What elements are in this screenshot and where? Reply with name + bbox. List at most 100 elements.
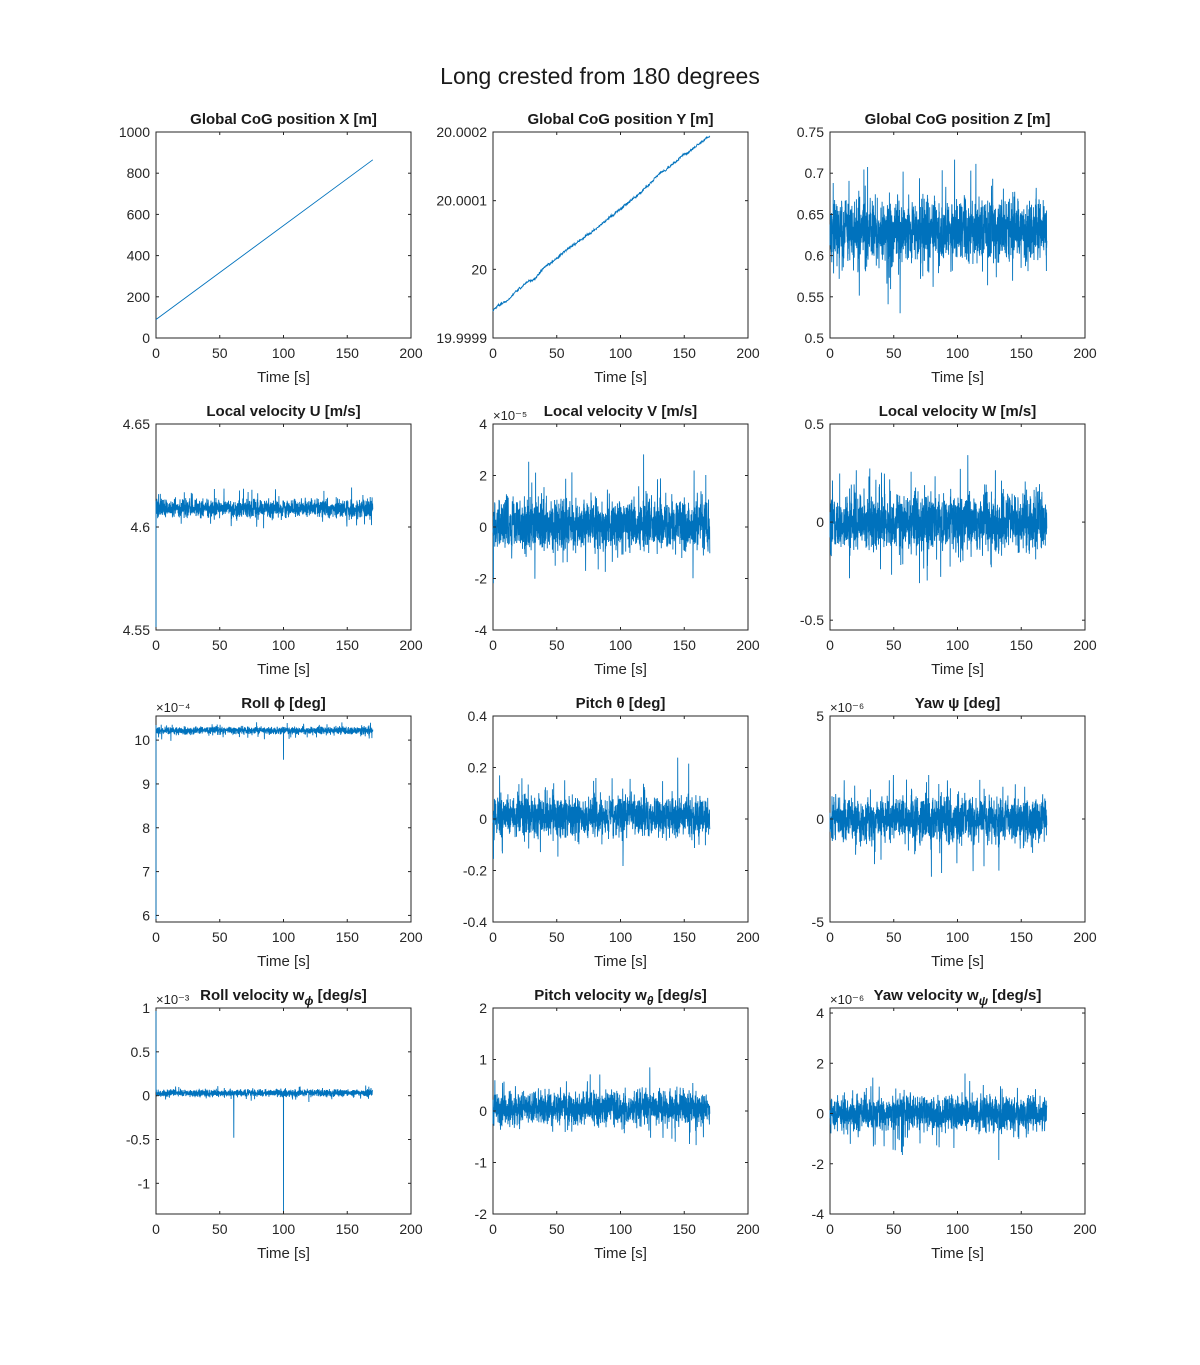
series-line bbox=[492, 454, 711, 584]
y-tick-label: 0 bbox=[142, 1088, 150, 1104]
series-line bbox=[155, 722, 374, 920]
subplot-title: Local velocity W [m/s] bbox=[879, 403, 1037, 420]
x-tick-label: 200 bbox=[736, 1221, 760, 1237]
x-tick-label: 0 bbox=[826, 1221, 834, 1237]
subplot-title: Global CoG position X [m] bbox=[190, 111, 377, 128]
y-tick-label: 1 bbox=[479, 1052, 487, 1068]
x-axis-label: Time [s] bbox=[257, 661, 310, 678]
x-tick-label: 100 bbox=[946, 929, 970, 945]
subplot-title: Roll velocity wϕ [deg/s] bbox=[200, 987, 367, 1008]
series-line bbox=[492, 757, 711, 867]
y-tick-label: 600 bbox=[127, 206, 151, 222]
x-tick-label: 200 bbox=[1073, 345, 1097, 361]
y-tick-label: 0 bbox=[816, 514, 824, 530]
y-tick-label: 0.2 bbox=[468, 760, 488, 776]
series-line bbox=[829, 455, 1048, 584]
series-line bbox=[155, 159, 374, 320]
x-tick-label: 100 bbox=[609, 637, 633, 653]
x-axis-label: Time [s] bbox=[257, 1245, 310, 1262]
y-tick-label: -5 bbox=[812, 914, 825, 930]
x-tick-label: 200 bbox=[736, 345, 760, 361]
x-tick-label: 150 bbox=[1010, 1221, 1034, 1237]
x-tick-label: 200 bbox=[736, 929, 760, 945]
series-line bbox=[829, 774, 1048, 877]
x-tick-label: 200 bbox=[399, 345, 423, 361]
x-tick-label: 50 bbox=[549, 637, 565, 653]
y-tick-label: 0.75 bbox=[797, 124, 824, 140]
x-tick-label: 0 bbox=[489, 345, 497, 361]
y-tick-label: 2 bbox=[479, 1000, 487, 1016]
y-tick-label: -4 bbox=[475, 622, 488, 638]
x-tick-label: 150 bbox=[1010, 929, 1034, 945]
x-axis-label: Time [s] bbox=[257, 953, 310, 970]
x-tick-label: 0 bbox=[489, 637, 497, 653]
x-tick-label: 100 bbox=[609, 929, 633, 945]
x-tick-label: 150 bbox=[673, 637, 697, 653]
x-tick-label: 50 bbox=[886, 345, 902, 361]
x-tick-label: 100 bbox=[272, 1221, 296, 1237]
subplot: 0 50 100 150 200 0 200 400 600 800 1000 Time [s] Glo… bbox=[119, 111, 423, 386]
y-tick-label: 0.5 bbox=[131, 1044, 151, 1060]
series-line bbox=[492, 1067, 711, 1146]
y-tick-label: 1 bbox=[142, 1000, 150, 1016]
y-tick-label: 0.6 bbox=[805, 248, 825, 264]
y-tick-label: 0 bbox=[142, 330, 150, 346]
x-tick-label: 200 bbox=[1073, 637, 1097, 653]
x-tick-label: 0 bbox=[152, 1221, 160, 1237]
y-tick-label: 4 bbox=[816, 1005, 824, 1021]
x-tick-label: 0 bbox=[152, 637, 160, 653]
x-tick-label: 0 bbox=[489, 1221, 497, 1237]
y-tick-label: 0.65 bbox=[797, 206, 824, 222]
x-tick-label: 150 bbox=[673, 345, 697, 361]
y-tick-label: -2 bbox=[475, 571, 488, 587]
series-line bbox=[155, 487, 374, 630]
x-tick-label: 50 bbox=[886, 929, 902, 945]
x-tick-label: 150 bbox=[336, 929, 360, 945]
axes-box bbox=[492, 131, 749, 339]
x-axis-label: Time [s] bbox=[594, 1245, 647, 1262]
x-tick-label: 150 bbox=[673, 929, 697, 945]
x-tick-label: 0 bbox=[152, 929, 160, 945]
y-tick-label: 0.55 bbox=[797, 289, 824, 305]
x-tick-label: 100 bbox=[609, 1221, 633, 1237]
x-tick-label: 0 bbox=[826, 929, 834, 945]
series-line bbox=[492, 135, 711, 312]
y-tick-label: 200 bbox=[127, 289, 151, 305]
subplot-title: Pitch θ [deg] bbox=[576, 695, 666, 712]
y-tick-label: 2 bbox=[816, 1055, 824, 1071]
y-tick-label: 9 bbox=[142, 776, 150, 792]
subplot: 0 50 100 150 200 19.9999 20 20.0001 20.0002 Time … bbox=[436, 111, 760, 386]
figure-title: Long crested from 180 degrees bbox=[440, 63, 760, 89]
y-exponent-label: ×10⁻⁵ bbox=[493, 408, 527, 423]
x-tick-label: 50 bbox=[549, 345, 565, 361]
x-tick-label: 50 bbox=[212, 1221, 228, 1237]
subplot: 0 50 100 150 200 6 7 8 9 10 ×10⁻⁴ Time [s] Roll ϕ [d… bbox=[134, 695, 422, 970]
y-exponent-label: ×10⁻⁴ bbox=[156, 700, 191, 715]
x-tick-label: 50 bbox=[549, 1221, 565, 1237]
series-line bbox=[829, 159, 1048, 314]
subplot-title: Yaw ψ [deg] bbox=[915, 695, 1000, 712]
subplot-title: Local velocity U [m/s] bbox=[206, 403, 360, 420]
y-tick-label: 4.55 bbox=[123, 622, 150, 638]
x-axis-label: Time [s] bbox=[931, 661, 984, 678]
subplot: 0 50 100 150 200 -4 -2 0 2 4 ×10⁻⁶ Time [s] Yaw velo… bbox=[812, 987, 1097, 1262]
x-tick-label: 50 bbox=[212, 637, 228, 653]
x-tick-label: 0 bbox=[489, 929, 497, 945]
y-tick-label: -4 bbox=[812, 1206, 825, 1222]
subplot-title: Global CoG position Y [m] bbox=[527, 111, 713, 128]
subplot-title: Global CoG position Z [m] bbox=[865, 111, 1051, 128]
x-tick-label: 0 bbox=[826, 637, 834, 653]
subplot-title: Yaw velocity wψ [deg/s] bbox=[874, 987, 1042, 1008]
series-line bbox=[829, 1073, 1048, 1161]
x-tick-label: 150 bbox=[336, 345, 360, 361]
x-tick-label: 200 bbox=[399, 1221, 423, 1237]
y-tick-label: 20.0001 bbox=[436, 193, 487, 209]
x-axis-label: Time [s] bbox=[257, 369, 310, 386]
subplot: 0 50 100 150 200 0.5 0.55 0.6 0.65 0.7 0.75 Time [s… bbox=[797, 111, 1097, 386]
subplot: 0 50 100 150 200 -2 -1 0 1 2 Time [s] Pitch velocit… bbox=[475, 987, 760, 1262]
x-tick-label: 200 bbox=[399, 929, 423, 945]
x-tick-label: 50 bbox=[886, 637, 902, 653]
y-tick-label: 400 bbox=[127, 248, 151, 264]
y-tick-label: 800 bbox=[127, 165, 151, 181]
